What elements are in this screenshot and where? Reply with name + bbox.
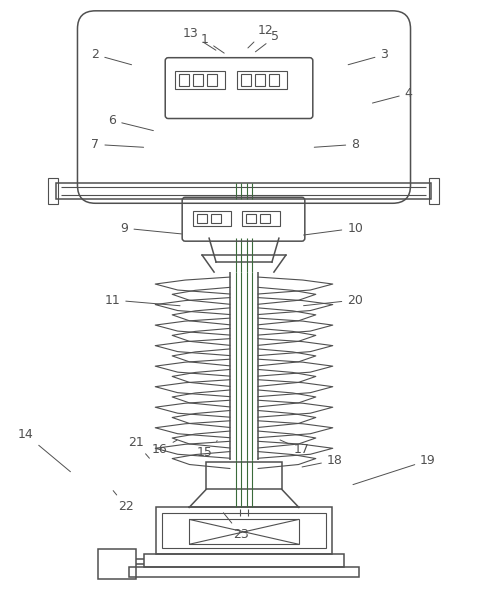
Text: 5: 5 bbox=[255, 30, 279, 52]
Bar bbox=[430, 178, 439, 204]
Bar bbox=[56, 184, 431, 199]
Bar bbox=[144, 554, 344, 567]
Bar bbox=[130, 567, 358, 577]
Text: 8: 8 bbox=[314, 138, 359, 151]
Text: 3: 3 bbox=[348, 48, 388, 65]
Bar bbox=[241, 74, 251, 86]
Text: 15: 15 bbox=[197, 441, 217, 459]
Text: 11: 11 bbox=[105, 293, 180, 307]
Bar bbox=[255, 74, 265, 86]
Text: 17: 17 bbox=[280, 440, 310, 456]
Text: 1: 1 bbox=[201, 33, 224, 53]
Bar bbox=[211, 214, 221, 223]
Text: 19: 19 bbox=[353, 454, 436, 485]
Bar bbox=[98, 549, 136, 579]
Bar bbox=[48, 178, 57, 204]
Bar bbox=[179, 74, 189, 86]
Text: 16: 16 bbox=[152, 440, 177, 456]
Text: 23: 23 bbox=[224, 513, 249, 541]
Bar bbox=[193, 74, 203, 86]
Text: 13: 13 bbox=[182, 27, 216, 50]
Bar bbox=[189, 520, 299, 544]
Bar bbox=[156, 508, 332, 554]
Text: 2: 2 bbox=[92, 48, 131, 65]
Bar bbox=[246, 214, 256, 223]
Text: 4: 4 bbox=[373, 87, 412, 103]
Bar bbox=[269, 74, 279, 86]
Text: 6: 6 bbox=[109, 114, 153, 131]
Text: 10: 10 bbox=[303, 222, 363, 235]
Bar bbox=[260, 214, 270, 223]
Bar bbox=[237, 71, 287, 89]
Bar bbox=[193, 211, 231, 226]
Text: 20: 20 bbox=[303, 293, 363, 307]
Text: 21: 21 bbox=[128, 436, 150, 458]
Bar bbox=[207, 74, 217, 86]
Text: 18: 18 bbox=[302, 454, 343, 467]
Text: 9: 9 bbox=[121, 222, 182, 235]
Text: 7: 7 bbox=[92, 138, 144, 151]
Text: 12: 12 bbox=[248, 24, 273, 48]
Text: 22: 22 bbox=[113, 491, 134, 513]
Bar bbox=[162, 514, 326, 548]
Bar bbox=[206, 461, 282, 490]
Bar bbox=[175, 71, 225, 89]
Text: 14: 14 bbox=[18, 428, 71, 472]
Bar bbox=[242, 211, 280, 226]
Bar bbox=[197, 214, 207, 223]
